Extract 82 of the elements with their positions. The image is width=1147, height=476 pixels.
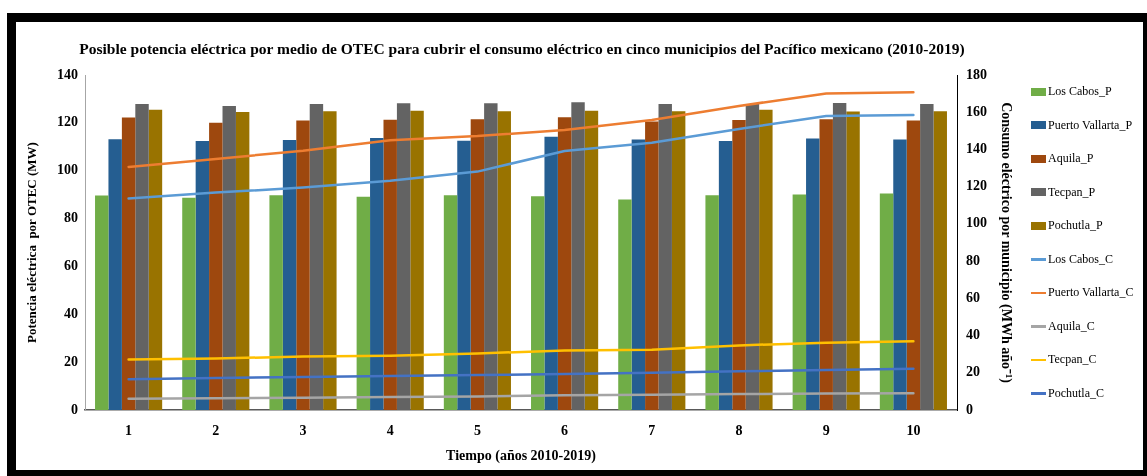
bar xyxy=(544,136,558,410)
y-tick-label: 0 xyxy=(71,401,78,417)
bar xyxy=(383,119,397,410)
bar xyxy=(705,195,719,410)
y-tick-label: 120 xyxy=(57,114,78,130)
y2-tick-label: 120 xyxy=(966,178,987,194)
y2-tick-label: 80 xyxy=(966,252,980,268)
legend-label: Pochutla_P xyxy=(1048,218,1103,234)
y-tick-label: 80 xyxy=(64,210,78,226)
bar xyxy=(269,195,283,410)
bar xyxy=(631,139,646,410)
bar xyxy=(95,195,109,410)
x-tick-label: 2 xyxy=(212,422,220,438)
bar xyxy=(531,196,545,410)
x-tick-label: 8 xyxy=(735,422,743,438)
legend-label: Tecpan_P xyxy=(1048,184,1096,200)
bar xyxy=(370,137,384,410)
y2-tick-label: 100 xyxy=(966,215,987,231)
bar xyxy=(846,111,860,410)
bar xyxy=(296,120,310,410)
legend-label: Aquila_C xyxy=(1048,318,1095,334)
x-tick-label: 9 xyxy=(822,422,830,438)
bar xyxy=(443,195,458,410)
legend-label: Los Cabos_P xyxy=(1048,84,1112,100)
bar xyxy=(195,141,210,410)
y2-tick-label: 180 xyxy=(966,66,987,82)
y-axis-title: Potencia eléctrica por OTEC (MW) xyxy=(24,142,40,343)
y2-tick-label: 160 xyxy=(966,103,987,119)
bar xyxy=(893,139,907,410)
bar xyxy=(108,139,122,410)
bar xyxy=(457,140,471,410)
chart-title: Posible potencia eléctrica por medio de OTEC para cubrir el consumo eléctrico en cinco municipios del Pacífico mexicano (2010-2019) xyxy=(79,40,965,58)
bar xyxy=(732,119,746,410)
bar xyxy=(235,112,250,410)
bar xyxy=(282,140,297,410)
x-tick-label: 3 xyxy=(299,422,307,438)
x-tick-label: 5 xyxy=(473,422,481,438)
bar xyxy=(718,141,733,410)
bar xyxy=(933,111,947,410)
bar xyxy=(879,193,894,410)
y2-tick-label: 140 xyxy=(966,141,987,157)
bar xyxy=(645,121,659,410)
bar xyxy=(806,138,820,410)
bar xyxy=(209,122,223,410)
bar xyxy=(356,196,371,410)
bar xyxy=(121,117,136,410)
bar xyxy=(759,109,773,410)
bar xyxy=(671,111,686,410)
bar xyxy=(584,110,599,410)
y-tick-label: 140 xyxy=(57,66,78,82)
bar xyxy=(906,120,921,410)
legend-label: Tecpan_C xyxy=(1048,352,1097,368)
x-tick-label: 10 xyxy=(906,422,921,438)
y2-tick-label: 60 xyxy=(966,289,980,305)
x-tick-label: 7 xyxy=(648,422,656,438)
y-tick-label: 100 xyxy=(57,162,78,178)
y-tick-label: 20 xyxy=(64,353,78,369)
legend-label: Los Cabos_C xyxy=(1048,251,1114,267)
bar xyxy=(323,111,337,410)
bar xyxy=(792,194,807,410)
y2-axis-title: Consumo eléctrico por municipio (MWh año⁻¹) xyxy=(998,102,1015,384)
bar xyxy=(410,110,424,410)
bar xyxy=(618,199,632,410)
y-tick-label: 60 xyxy=(64,258,78,274)
legend-label: Pochutla_C xyxy=(1048,385,1104,401)
y2-tick-label: 20 xyxy=(966,364,980,380)
y2-tick-label: 0 xyxy=(966,401,973,417)
x-tick-label: 6 xyxy=(561,422,569,438)
legend-label: Puerto Vallarta_P xyxy=(1048,117,1133,133)
legend-label: Aquila_P xyxy=(1048,151,1094,167)
x-tick-label: 4 xyxy=(386,422,394,438)
y-tick-label: 40 xyxy=(64,305,78,321)
bar xyxy=(557,117,572,410)
bar xyxy=(182,197,196,410)
legend-label: Puerto Vallarta_C xyxy=(1048,285,1134,301)
bar xyxy=(819,119,833,410)
x-tick-label: 1 xyxy=(125,422,133,438)
bar xyxy=(148,109,163,410)
y2-tick-label: 40 xyxy=(966,327,980,343)
bar xyxy=(497,111,511,410)
x-axis-title: Tiempo (años 2010-2019) xyxy=(446,448,597,465)
bar xyxy=(470,119,485,410)
